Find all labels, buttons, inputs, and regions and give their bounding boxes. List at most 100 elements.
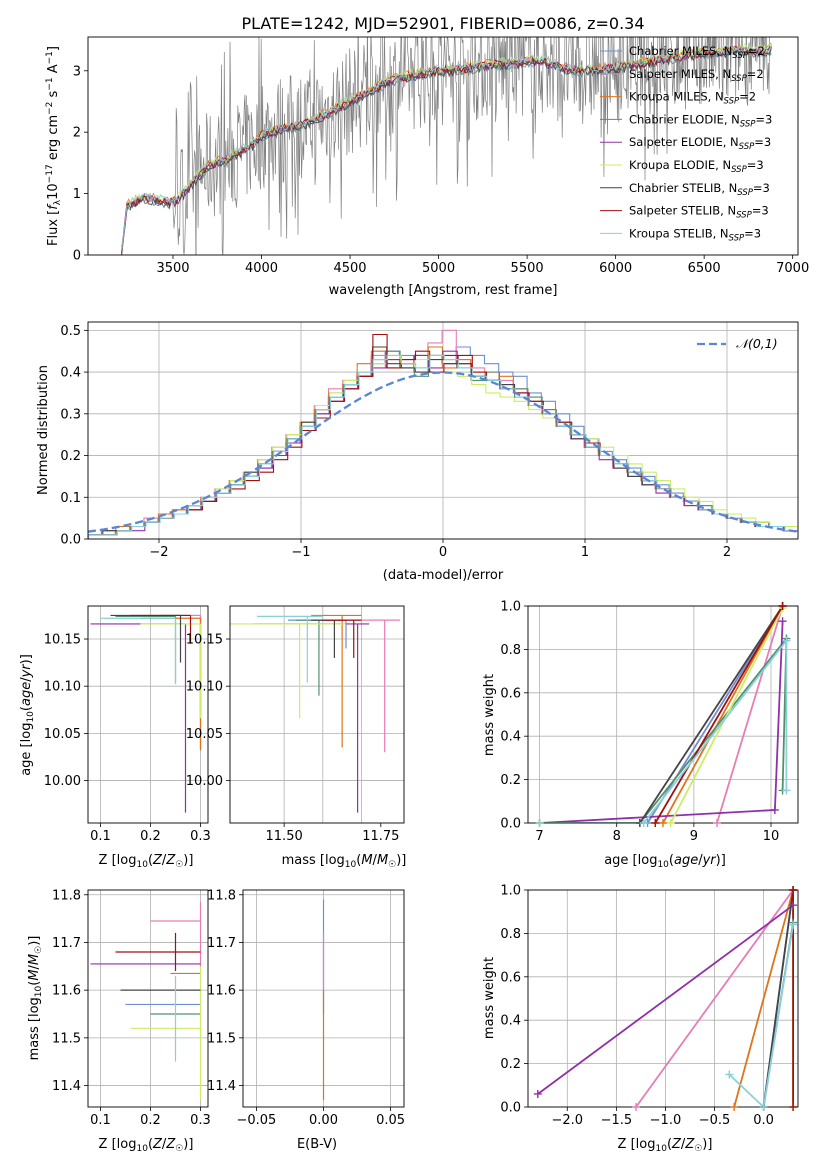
plot-area bbox=[537, 890, 794, 1107]
x-tick-label: 0.05 bbox=[376, 1113, 405, 1128]
weight-line-3 bbox=[662, 606, 784, 823]
legend-entry: Kroupa STELIB, NSSP=3 bbox=[629, 226, 761, 243]
y-tick-label: 0.8 bbox=[500, 643, 521, 658]
legend-entry: Kroupa ELODIE, NSSP=3 bbox=[629, 158, 764, 175]
age-vs-mass-xlabel: mass [log10(M/M☉)] bbox=[282, 853, 407, 870]
spectrum-legend: Chabrier MILES, NSSP=2 Salpeter MILES, NS… bbox=[600, 44, 772, 243]
x-tick-label: 0.00 bbox=[309, 1113, 338, 1128]
axes-frame: −2 −1 0 1 2 0.0 0.1 0.2 0.3 0.4 0.5 bbox=[60, 321, 799, 560]
weight-line-1 bbox=[646, 606, 784, 823]
weight-marker-5 bbox=[778, 617, 787, 626]
age-vs-Z-panel: 0.1 0.2 0.3 10.00 10.05 10.10 10.15 Z [log10(Z… bbox=[19, 605, 211, 870]
y-tick-label: 11.7 bbox=[52, 936, 81, 951]
y-tick-label: 10.00 bbox=[44, 774, 81, 789]
weight-marker-5 bbox=[533, 1089, 542, 1098]
x-tick-label: 10 bbox=[763, 829, 780, 844]
massweight-vs-age-ylabel: mass weight bbox=[482, 674, 497, 756]
y-tick-label: 10.10 bbox=[44, 680, 81, 695]
weight-marker-9 bbox=[639, 819, 648, 827]
axes-frame: 3500 4000 4500 5000 5500 6000 6500 7000 0 1 2 3 bbox=[73, 36, 809, 276]
axes-frame: 0.1 0.2 0.3 11.4 11.5 11.6 11.7 11.8 bbox=[52, 888, 211, 1128]
weight-line-8 bbox=[654, 606, 784, 823]
mass-vs-ebv-xlabel: E(B-V) bbox=[297, 1137, 337, 1152]
y-tick-label: 11.8 bbox=[52, 888, 81, 903]
weight-line-9 bbox=[728, 924, 794, 1107]
y-tick-label: 10.10 bbox=[186, 680, 223, 695]
x-tick-label: 7 bbox=[535, 829, 543, 844]
y-tick-label: 0.2 bbox=[500, 773, 521, 788]
x-tick-label: −0.5 bbox=[699, 1113, 731, 1128]
y-tick-label: 1 bbox=[73, 187, 81, 202]
residuals-panel: −2 −1 0 1 2 0.0 0.1 0.2 0.3 0.4 0.5 𝒩(0,1) (data-mo… bbox=[36, 321, 799, 583]
x-tick-label: 0.1 bbox=[90, 829, 111, 844]
x-tick-label: −2 bbox=[149, 545, 168, 560]
axes-border bbox=[87, 889, 209, 1108]
weight-marker-8 bbox=[789, 886, 798, 894]
model-spectrum-line-8 bbox=[121, 45, 772, 255]
y-tick-label: 1.0 bbox=[500, 884, 521, 899]
y-tick-label: 0.8 bbox=[500, 927, 521, 942]
weight-marker-9 bbox=[782, 636, 791, 645]
axes-frame: 11.50 11.75 10.00 10.05 10.10 10.15 bbox=[186, 605, 405, 844]
weight-marker-2 bbox=[713, 819, 721, 827]
y-tick-label: 0.4 bbox=[60, 366, 81, 381]
y-tick-label: 0.3 bbox=[60, 407, 81, 422]
plot-area bbox=[90, 901, 202, 1100]
axes-border bbox=[87, 321, 799, 540]
y-tick-label: 0 bbox=[73, 249, 81, 264]
spectrum-xlabel: wavelength [Angstrom, rest frame] bbox=[329, 283, 558, 298]
age-vs-Z-ylabel: age [log10(age/yr)] bbox=[19, 654, 36, 776]
plot-area bbox=[230, 614, 401, 813]
axes-border bbox=[87, 605, 209, 824]
weight-line-3 bbox=[733, 890, 794, 1107]
weight-line-7 bbox=[762, 890, 794, 1107]
y-tick-label: 0.6 bbox=[500, 686, 521, 701]
y-tick-label: 10.00 bbox=[186, 774, 223, 789]
x-tick-label: 4500 bbox=[333, 261, 366, 276]
legend-entry: Salpeter MILES, NSSP=2 bbox=[629, 67, 764, 84]
legend-entry: 𝒩(0,1) bbox=[736, 336, 778, 351]
x-tick-label: 6000 bbox=[599, 261, 632, 276]
axes-border bbox=[242, 889, 405, 1108]
plot-area bbox=[88, 329, 798, 539]
legend-entry: Chabrier MILES, NSSP=2 bbox=[629, 44, 765, 61]
weight-line-5 bbox=[537, 904, 794, 1095]
plot-area bbox=[539, 606, 788, 823]
axes-border bbox=[87, 36, 799, 256]
x-tick-label: 0 bbox=[439, 545, 447, 560]
mass-vs-ebv-panel: −0.05 0.00 0.05 11.4 11.5 11.6 11.7 11.8 E(B-V) bbox=[207, 888, 405, 1152]
x-tick-label: 9 bbox=[690, 829, 698, 844]
legend-entry: Chabrier ELODIE, NSSP=3 bbox=[629, 112, 772, 129]
y-tick-label: 0.6 bbox=[500, 970, 521, 985]
normal-curve-line bbox=[88, 371, 798, 533]
x-tick-label: −1.0 bbox=[650, 1113, 682, 1128]
y-tick-label: 0.0 bbox=[500, 1101, 521, 1116]
massweight-vs-Z-panel: −2.0 −1.5 −1.0 −0.5 0.0 0.0 0.2 0.4 0.6 0.8 1.0 Z … bbox=[482, 884, 799, 1154]
age-vs-Z-xlabel: Z [log10(Z/Z☉)] bbox=[99, 853, 194, 870]
grid-lines bbox=[528, 605, 798, 824]
legend-entry: Kroupa MILES, NSSP=2 bbox=[629, 90, 756, 107]
y-tick-label: 0.0 bbox=[500, 817, 521, 832]
x-tick-label: −0.05 bbox=[236, 1113, 276, 1128]
y-tick-label: 0.2 bbox=[60, 449, 81, 464]
weight-marker-3 bbox=[730, 1103, 739, 1111]
residuals-xlabel: (data-model)/error bbox=[383, 568, 504, 583]
weight-marker-9 bbox=[782, 786, 791, 795]
y-tick-label: 2 bbox=[73, 126, 81, 141]
weight-marker-8 bbox=[651, 819, 660, 827]
plot-area bbox=[90, 614, 202, 813]
y-tick-label: 1.0 bbox=[500, 600, 521, 615]
y-tick-label: 0.4 bbox=[500, 1014, 521, 1029]
weight-line-2 bbox=[716, 606, 784, 823]
grid-lines bbox=[88, 606, 208, 823]
axes-border bbox=[527, 605, 799, 824]
x-tick-label: 0.2 bbox=[140, 1113, 161, 1128]
massweight-vs-age-xlabel: age [log10(age/yr)] bbox=[604, 853, 726, 870]
x-tick-label: 6500 bbox=[688, 261, 721, 276]
y-tick-label: 0.2 bbox=[500, 1057, 521, 1072]
weight-marker-5 bbox=[770, 805, 779, 814]
weight-marker-9 bbox=[759, 1103, 768, 1111]
legend-entry: Chabrier STELIB, NSSP=3 bbox=[629, 181, 770, 198]
weight-marker-6 bbox=[666, 819, 675, 827]
